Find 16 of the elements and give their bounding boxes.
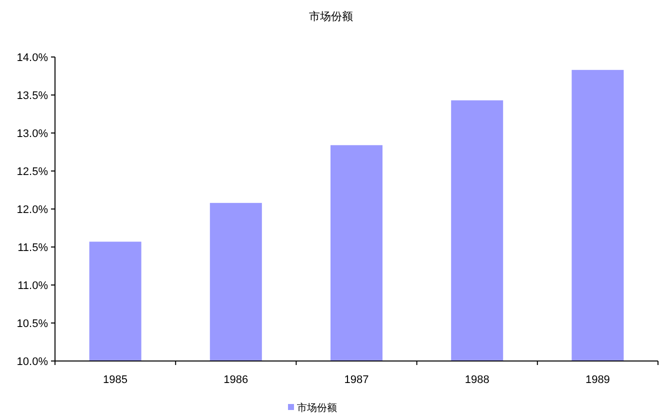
x-tick-label: 1988 xyxy=(464,374,490,386)
chart-title: 市场份额 xyxy=(309,10,353,23)
y-tick-label: 12.0% xyxy=(16,204,48,216)
legend-label: 市场份额 xyxy=(297,402,337,414)
x-tick-label: 1987 xyxy=(344,374,369,386)
y-tick-label: 10.5% xyxy=(16,318,48,330)
y-tick-label: 12.5% xyxy=(16,166,48,178)
y-tick-label: 10.0% xyxy=(16,356,48,368)
y-tick-label: 11.5% xyxy=(18,242,48,254)
y-tick-label: 14.0% xyxy=(16,52,48,64)
x-tick-label: 1989 xyxy=(585,374,610,386)
y-tick-label: 11.0% xyxy=(18,280,48,292)
x-tick-label: 1985 xyxy=(103,374,128,386)
y-tick-label: 13.0% xyxy=(16,128,48,140)
x-tick-label: 1986 xyxy=(224,374,248,386)
y-tick-label: 13.5% xyxy=(16,90,48,102)
